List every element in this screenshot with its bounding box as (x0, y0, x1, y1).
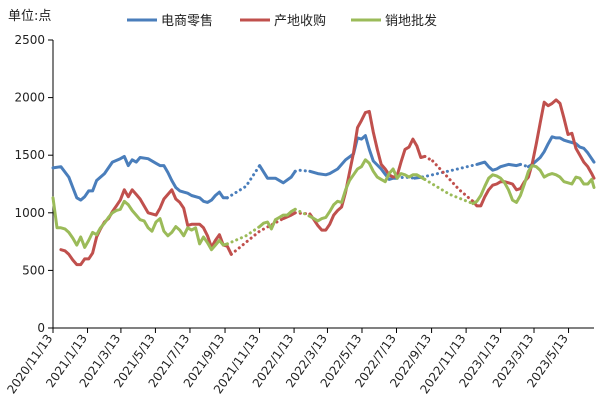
legend-label: 销地批发 (385, 13, 437, 29)
series-gap-dotted (229, 217, 285, 256)
series-gap-dotted (423, 154, 435, 163)
series-gap-dotted (225, 225, 262, 246)
legend-item: 产地收购 (240, 13, 326, 29)
series-3 (51, 158, 596, 252)
series-line (308, 134, 399, 181)
axes: 050010001500200025002020/11/132021/1/132… (4, 33, 594, 396)
series-gap-dotted (431, 159, 475, 203)
series-2 (59, 98, 596, 267)
series-line (59, 188, 233, 267)
series-gap-dotted (225, 164, 262, 200)
y-tick-label: 2000 (14, 91, 45, 105)
series-gap-dotted (421, 162, 479, 179)
x-tick-label: 2020/11/13 (4, 332, 55, 397)
series-line (471, 98, 596, 208)
series-gap-dotted (518, 162, 530, 169)
legend: 电商零售 产地收购 销地批发 (127, 13, 437, 29)
series-line (51, 154, 229, 204)
series-gap-dotted (293, 168, 312, 173)
series-line (308, 158, 427, 223)
unit-label: 单位:点 (8, 9, 51, 24)
legend-item: 销地批发 (351, 13, 437, 29)
series-line (281, 211, 297, 221)
y-tick-label: 1500 (14, 148, 45, 162)
series-lines (51, 98, 596, 267)
legend-label: 产地收购 (274, 13, 326, 29)
legend-item: 电商零售 (127, 13, 213, 29)
series-gap-dotted (293, 207, 312, 218)
series-line (471, 164, 596, 206)
series-gap-dotted (395, 175, 417, 180)
series-line (526, 135, 596, 169)
series-1 (51, 134, 596, 204)
series-gap-dotted (423, 177, 475, 206)
legend-label: 电商零售 (161, 13, 213, 29)
series-line (475, 160, 522, 172)
series-line (308, 109, 427, 232)
series-line (258, 207, 297, 231)
series-line (258, 164, 297, 185)
series-line (51, 196, 229, 252)
series-gap-dotted (293, 211, 312, 216)
y-tick-label: 2500 (14, 33, 45, 47)
y-tick-label: 0 (37, 321, 45, 335)
y-tick-label: 500 (22, 263, 45, 277)
y-tick-label: 1000 (14, 206, 45, 220)
